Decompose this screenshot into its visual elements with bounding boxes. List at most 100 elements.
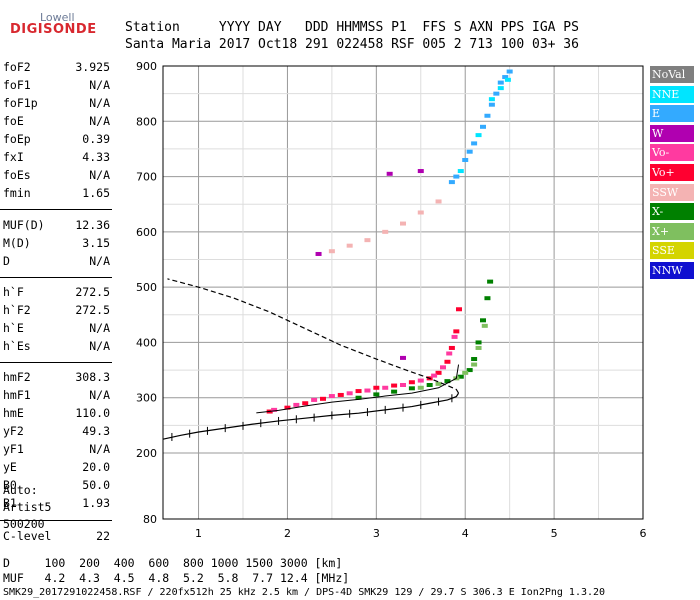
param-row-fmin: fmin 1.65: [3, 184, 110, 202]
param-value: N/A: [89, 78, 110, 92]
param-label: foF2: [3, 60, 31, 74]
param-divider: [0, 209, 112, 210]
data-point: [382, 229, 389, 234]
param-value: N/A: [89, 168, 110, 182]
param-value: 20.0: [82, 460, 110, 474]
data-point: [471, 357, 478, 362]
data-point: [328, 249, 335, 254]
data-point: [446, 351, 453, 356]
series-x-: [355, 279, 494, 400]
data-point: [471, 362, 478, 367]
data-point: [484, 113, 491, 118]
param-label: hmF1: [3, 388, 31, 402]
param-value: 0.39: [82, 132, 110, 146]
data-point: [493, 91, 500, 96]
data-point: [386, 171, 393, 176]
param-label: foE: [3, 114, 24, 128]
data-point: [400, 221, 406, 226]
data-point: [453, 329, 460, 334]
param-label: h`Es: [3, 339, 31, 353]
data-point: [364, 238, 371, 243]
data-point: [456, 307, 462, 312]
param-label: h`F: [3, 285, 24, 299]
auto-label: Auto:: [3, 483, 38, 497]
x-tick-label: 5: [551, 527, 558, 540]
data-point: [462, 157, 469, 162]
legend-item-noval: NoVal: [650, 66, 694, 83]
param-value: N/A: [89, 339, 110, 353]
data-point: [481, 323, 488, 328]
trace-line: [256, 364, 460, 414]
param-value: N/A: [89, 321, 110, 335]
data-point: [487, 279, 494, 284]
data-point: [417, 169, 424, 174]
data-point: [497, 80, 504, 85]
data-point: [462, 370, 469, 375]
legend-item-x-: X+: [650, 222, 694, 240]
y-tick-label: 900: [136, 60, 157, 73]
data-point: [504, 77, 511, 82]
param-value: 272.5: [75, 303, 110, 317]
data-point: [475, 345, 482, 350]
param-label: hmF2: [3, 370, 31, 384]
x-tick-label: 4: [462, 527, 469, 540]
param-row-yf2: yF2 49.3: [3, 422, 110, 440]
data-point: [417, 385, 424, 390]
data-point: [466, 368, 473, 373]
data-point: [311, 397, 318, 402]
logo-lowell: Lowell: [40, 11, 75, 24]
data-point: [315, 251, 322, 256]
param-row-fxi: fxI 4.33: [3, 148, 110, 166]
data-point: [475, 133, 482, 138]
param-label: B1: [3, 496, 17, 510]
data-point: [444, 379, 451, 384]
y-tick-label: 300: [136, 392, 157, 405]
param-row-h-es: h`Es N/A: [3, 337, 110, 355]
param-value: 22: [96, 529, 110, 543]
y-tick-label: 500: [136, 281, 157, 294]
data-point: [373, 392, 380, 397]
data-point: [408, 380, 415, 385]
y-tick-label: 200: [136, 447, 157, 460]
data-point: [502, 75, 509, 80]
legend-item-nnw: NNW: [650, 262, 694, 279]
data-point: [302, 401, 309, 406]
data-point: [484, 296, 491, 301]
data-point: [364, 388, 371, 393]
data-point: [346, 243, 353, 248]
x-tick-label: 6: [640, 527, 647, 540]
param-label: fmin: [3, 186, 31, 200]
data-point: [382, 385, 389, 390]
data-point: [417, 210, 424, 215]
data-point: [448, 180, 455, 185]
param-row-yf1: yF1 N/A: [3, 440, 110, 458]
param-row-hmf1: hmF1 N/A: [3, 386, 110, 404]
param-row-b1: B1 1.93: [3, 494, 110, 512]
data-point: [488, 97, 495, 102]
param-label: h`F2: [3, 303, 31, 317]
legend-item-sse: SSE: [650, 242, 694, 260]
data-point: [448, 345, 455, 350]
chart-grid: [163, 65, 644, 520]
param-value: 3.925: [75, 60, 110, 74]
auto-artist: Artist5: [3, 500, 52, 514]
data-point: [417, 378, 424, 383]
param-row-muf-d-: MUF(D) 12.36: [3, 216, 110, 234]
data-point: [466, 149, 473, 154]
param-row-c-level: C-level 22: [3, 527, 110, 545]
series-nne: [457, 77, 511, 174]
param-value: N/A: [89, 442, 110, 456]
param-label: D: [3, 254, 10, 268]
footer-muf-line: MUF 4.2 4.3 4.5 4.8 5.2 5.8 7.7 12.4 [MH…: [3, 571, 350, 585]
data-point: [453, 174, 460, 179]
data-point: [400, 355, 406, 360]
chart-frame: [162, 65, 644, 520]
param-label: fxI: [3, 150, 24, 164]
data-point: [488, 102, 495, 107]
param-label: yF2: [3, 424, 24, 438]
param-row-m-d-: M(D) 3.15: [3, 234, 110, 252]
param-row-fof2: foF2 3.925: [3, 58, 110, 76]
data-point: [355, 389, 362, 394]
legend-item-vo-: Vo-: [650, 144, 694, 162]
data-point: [475, 340, 482, 345]
